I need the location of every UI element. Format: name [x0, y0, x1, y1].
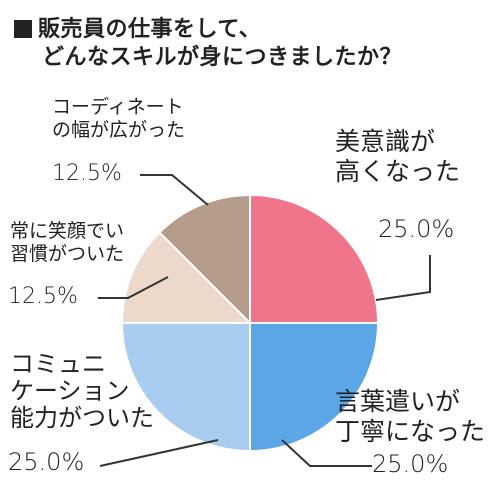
slice-value-1: 25.0%: [372, 450, 448, 478]
slice-label-2-line-1: ケーション: [10, 377, 130, 405]
leader-line-3: [98, 276, 169, 299]
slice-label-4-line-0: コーディネート: [52, 96, 184, 118]
pie-slice-1: [249, 322, 380, 453]
chart-title: 販売員の仕事をして、 どんなスキルが身につきましたか？: [14, 16, 402, 72]
leader-line-1: [281, 439, 372, 467]
slice-label-1-line-0: 言葉遣いが: [335, 387, 460, 416]
pie-slice-0: [249, 193, 380, 324]
slice-label-0-line-1: 高くなった: [335, 157, 460, 186]
slice-value-2: 25.0%: [8, 448, 84, 476]
slice-label-3-line-0: 常に笑顔でい: [10, 220, 124, 242]
slice-label-0-line-0: 美意識が: [335, 127, 435, 156]
pie-slice-3: [120, 231, 253, 324]
slice-label-1-line-1: 丁寧になった: [335, 417, 485, 446]
slice-label-4-line-1: の幅が広がった: [52, 119, 185, 141]
slice-value-4: 12.5%: [52, 161, 122, 186]
pie-slice-4: [158, 193, 251, 326]
slice-label-2-line-2: 能力がついた: [10, 404, 154, 432]
slice-label-2-line-0: コミュニ: [10, 350, 106, 378]
title-line-1: 販売員の仕事をして、: [14, 16, 402, 44]
slice-value-3: 12.5%: [8, 284, 78, 309]
title-line-1-text: 販売員の仕事をして、: [38, 17, 262, 42]
slice-value-0: 25.0%: [378, 215, 454, 243]
pie-slice-2: [120, 322, 251, 453]
leader-line-4: [140, 174, 209, 206]
slice-label-3-line-1: 習慣がついた: [10, 243, 124, 265]
title-line-2: どんなスキルが身につきましたか？: [42, 45, 403, 70]
leader-line-0: [375, 255, 431, 301]
title-square-icon: [14, 20, 32, 38]
leader-line-2: [99, 439, 219, 467]
